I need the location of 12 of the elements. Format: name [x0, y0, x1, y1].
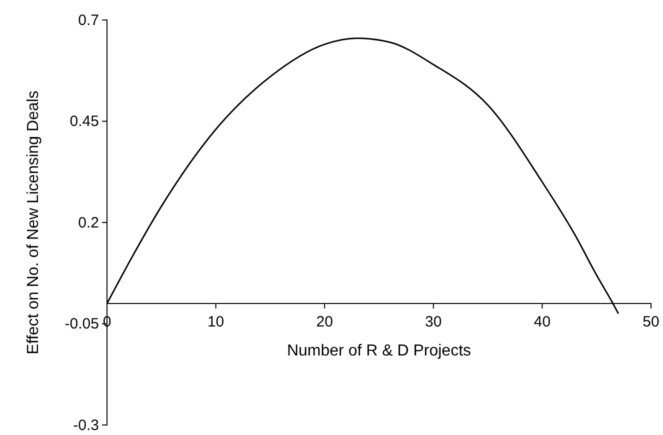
y-tick-label: 0.2 — [78, 214, 99, 232]
y-tick-label: 0.45 — [70, 113, 99, 130]
x-tick-label: 20 — [316, 314, 333, 330]
y-tick-label: -0.05 — [64, 316, 99, 333]
x-tick-label: 30 — [425, 314, 442, 330]
x-tick-label: 50 — [642, 314, 660, 330]
y-tick-label: -0.3 — [73, 416, 99, 434]
y-tick-label: 0.7 — [78, 12, 99, 29]
x-tick-label: 10 — [207, 314, 224, 330]
x-axis-title: Number of R & D Projects — [286, 342, 472, 360]
y-axis-title: Effect on No. of New Licensing Deals — [25, 90, 42, 354]
x-tick-label: 40 — [534, 314, 551, 330]
